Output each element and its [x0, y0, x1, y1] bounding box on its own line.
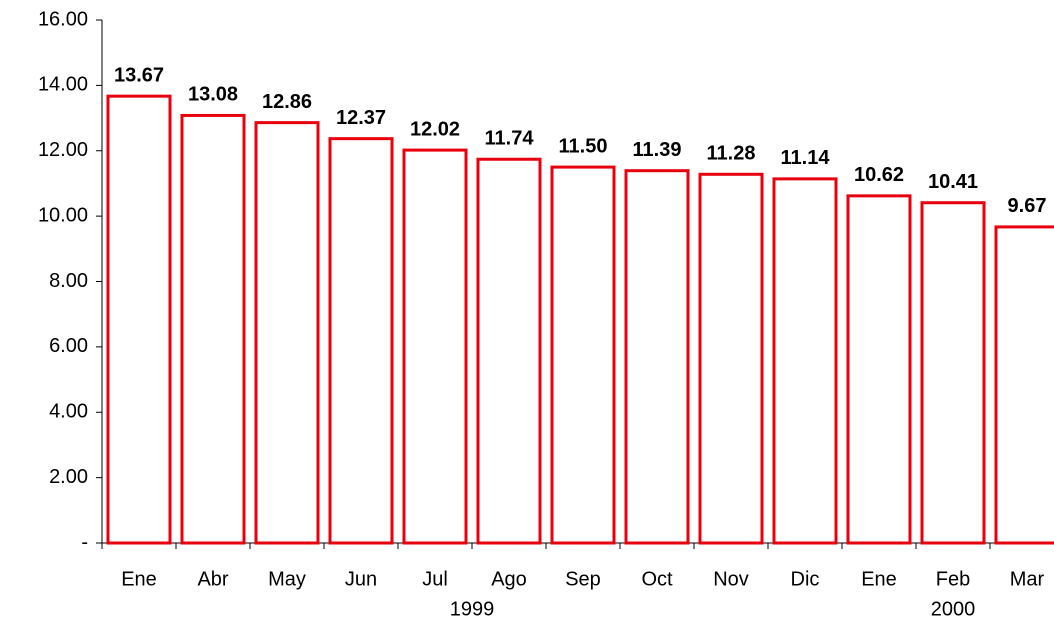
bar: [624, 169, 690, 545]
x-tick-label: Jun: [345, 568, 377, 590]
bar: [180, 113, 246, 545]
y-tick-label: 14.00: [38, 74, 88, 96]
bar: [254, 121, 320, 545]
value-label: 10.41: [928, 171, 978, 193]
x-tick-label: May: [268, 568, 306, 590]
value-label: 11.39: [633, 139, 682, 161]
x-tick-label: Ene: [121, 568, 157, 590]
x-tick-label: Ene: [861, 568, 897, 590]
value-label: 11.28: [707, 143, 756, 165]
bar: [328, 137, 394, 545]
x-tick-label: Jul: [422, 568, 448, 590]
value-label: 10.62: [854, 164, 904, 186]
value-label: 9.67: [1008, 195, 1047, 217]
x-tick-label: Abr: [197, 568, 228, 590]
y-tick-label: 6.00: [49, 335, 88, 357]
x-tick-label: Mar: [1010, 568, 1045, 590]
x-tick-label: Dic: [791, 568, 820, 590]
value-label: 12.86: [262, 91, 312, 113]
y-tick-label: 16.00: [38, 8, 88, 30]
y-tick-label: 12.00: [38, 139, 88, 161]
bar: [476, 157, 542, 545]
group-label: 2000: [931, 598, 976, 620]
value-label: 11.74: [485, 128, 535, 150]
bar: [920, 201, 986, 545]
group-label: 1999: [450, 598, 495, 620]
x-tick-label: Sep: [565, 568, 601, 590]
value-label: 13.08: [188, 84, 238, 106]
bar: [698, 172, 764, 545]
bar: [846, 194, 912, 545]
bar: [402, 148, 468, 545]
value-label: 12.37: [336, 107, 386, 129]
bar: [772, 177, 838, 545]
y-tick-label: 4.00: [49, 401, 88, 423]
value-label: 11.14: [781, 147, 831, 169]
bar: [106, 94, 172, 545]
x-tick-label: Feb: [936, 568, 970, 590]
value-label: 12.02: [410, 118, 460, 140]
x-tick-label: Nov: [713, 568, 749, 590]
bar: [994, 225, 1054, 545]
y-tick-label: 2.00: [49, 466, 88, 488]
y-tick-label: 8.00: [49, 270, 88, 292]
x-tick-label: Oct: [641, 568, 673, 590]
bar: [550, 165, 616, 545]
y-tick-label: -: [81, 531, 88, 553]
x-tick-label: Ago: [491, 568, 527, 590]
y-tick-label: 10.00: [38, 204, 88, 226]
value-label: 13.67: [114, 64, 164, 86]
value-label: 11.50: [559, 135, 608, 157]
